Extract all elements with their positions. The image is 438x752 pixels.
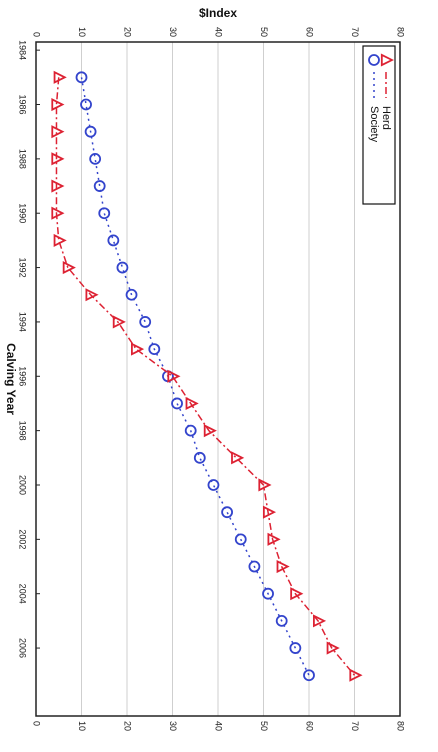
legend: Society Herd: [362, 45, 396, 205]
year-tick-label: 1992: [18, 258, 28, 278]
data-point: [184, 424, 197, 437]
data-point: [258, 478, 272, 492]
data-point: [62, 261, 76, 275]
x-axis-label: Calving Year: [4, 343, 18, 415]
data-point: [312, 614, 327, 628]
year-tick-label: 1986: [18, 94, 28, 114]
value-tick-label-top: 70: [350, 27, 360, 37]
year-tick-label: 2006: [18, 638, 28, 658]
data-point: [112, 315, 126, 329]
value-tick-label-bottom: 80: [396, 721, 406, 731]
value-tick-label-top: 80: [396, 27, 406, 37]
y-axis-label: $Index: [199, 6, 237, 20]
data-point: [125, 288, 138, 301]
data-point: [349, 668, 363, 682]
data-point: [262, 505, 277, 519]
data-point: [53, 70, 67, 84]
data-point: [51, 206, 65, 220]
year-tick-label: 1998: [18, 421, 28, 441]
data-point: [85, 288, 99, 302]
data-point: [98, 207, 111, 220]
data-point: [275, 614, 288, 627]
data-point: [207, 479, 220, 491]
value-tick-label-top: 40: [214, 27, 224, 37]
data-point: [75, 71, 88, 84]
data-point: [262, 587, 274, 600]
data-point: [84, 125, 97, 138]
data-point: [116, 261, 129, 274]
value-tick-label-top: 10: [77, 27, 87, 37]
data-point: [290, 587, 304, 601]
data-point: [130, 342, 145, 356]
value-tick-label-top: 30: [168, 27, 178, 37]
legend-marker: [368, 54, 380, 66]
data-point: [267, 532, 281, 546]
data-point: [89, 152, 102, 165]
data-point: [51, 179, 65, 193]
data-point: [203, 424, 217, 438]
data-point: [221, 506, 234, 519]
legend-box: [362, 45, 396, 205]
year-tick-label: 1990: [18, 203, 28, 223]
value-tick-label-bottom: 0: [32, 721, 42, 726]
legend-marker: [380, 53, 395, 67]
data-point: [231, 451, 245, 465]
data-point: [248, 560, 261, 573]
year-tick-label: 1984: [18, 40, 28, 60]
data-point: [276, 559, 290, 574]
data-point: [289, 642, 302, 654]
value-tick-label-bottom: 40: [214, 721, 224, 731]
data-point: [303, 669, 315, 682]
year-tick-label: 1994: [18, 312, 28, 332]
data-point: [171, 397, 183, 410]
value-tick-label-top: 20: [123, 27, 133, 37]
year-tick-label: 2002: [18, 529, 28, 549]
value-tick-label-bottom: 60: [305, 721, 315, 731]
data-point: [193, 451, 206, 464]
series-herd: [51, 70, 363, 682]
value-tick-label-top: 0: [32, 32, 42, 37]
data-point: [107, 234, 120, 247]
plot-frame: [35, 41, 401, 717]
data-point: [80, 98, 92, 111]
data-point: [139, 316, 152, 328]
data-point: [53, 233, 67, 247]
data-point: [51, 125, 65, 139]
data-point: [167, 369, 181, 383]
legend-label-society: Society: [368, 106, 380, 143]
data-point: [148, 343, 161, 356]
value-tick-label-bottom: 50: [259, 721, 269, 731]
series-line: [55, 77, 356, 676]
year-tick-label: 2004: [18, 584, 28, 604]
value-tick-label-bottom: 10: [77, 721, 87, 731]
data-point: [51, 152, 65, 166]
value-tick-label-top: 50: [259, 27, 269, 37]
data-point: [93, 180, 106, 192]
value-tick-label-bottom: 30: [168, 721, 178, 731]
year-tick-label: 2000: [18, 475, 28, 495]
year-tick-label: 1996: [18, 366, 28, 386]
year-tick-label: 1988: [18, 149, 28, 169]
value-tick-label-bottom: 70: [350, 721, 360, 731]
data-point: [234, 533, 247, 546]
data-point: [51, 97, 65, 112]
ticks: 0 0 10 10 20 20 30 30 40 40 50 50 60 60 70 70 80 80 1984 19…: [18, 27, 406, 731]
series: [51, 70, 363, 682]
value-tick-label-bottom: 20: [123, 721, 133, 731]
legend-label-herd: Herd: [380, 106, 392, 130]
value-tick-label-top: 60: [305, 27, 315, 37]
data-point: [185, 396, 199, 411]
data-point: [326, 641, 340, 655]
